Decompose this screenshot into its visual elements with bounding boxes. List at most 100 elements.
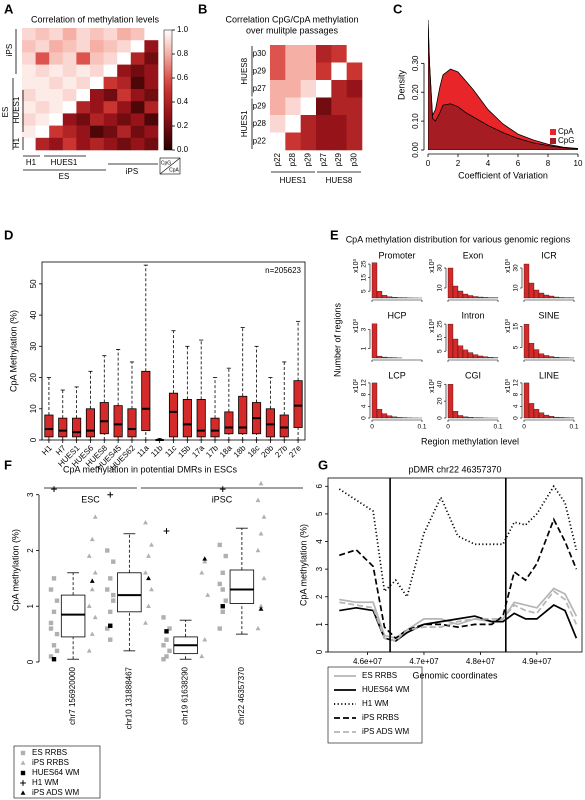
- point: [105, 587, 110, 592]
- heatmap-cell: [144, 113, 159, 126]
- bar: [371, 262, 378, 299]
- point: [111, 598, 116, 603]
- box: [238, 395, 248, 435]
- heatmap-cell: [331, 97, 347, 116]
- heatmap-cell: [62, 76, 77, 90]
- bar: [457, 415, 464, 419]
- point: [89, 586, 95, 592]
- bar: [528, 343, 535, 359]
- x-tick-label: H1: [40, 443, 54, 457]
- point: [105, 548, 110, 553]
- point: [20, 790, 26, 795]
- colorbar-label: 0.0: [177, 145, 189, 154]
- y-tick-label: 50: [29, 279, 38, 288]
- bar: [386, 415, 393, 419]
- heatmap-cell: [130, 28, 145, 41]
- heatmap-cell: [22, 89, 36, 102]
- box: [127, 408, 137, 438]
- row-group-label: H1: [12, 137, 21, 148]
- x-axis-label: Coefficient of Variation: [458, 170, 548, 180]
- heatmap-cell: [316, 45, 332, 63]
- point: [89, 536, 95, 542]
- y-tick-label: 15: [513, 322, 520, 330]
- heatmap-cell: [49, 89, 64, 102]
- heatmap-cell: [22, 137, 36, 151]
- x-tick-label: 17a: [190, 443, 206, 459]
- point: [143, 620, 148, 625]
- annotation: n=205623: [265, 266, 301, 275]
- point: [92, 614, 98, 620]
- point: [51, 576, 57, 581]
- point: [20, 750, 26, 756]
- legend-label: CpA: [169, 167, 179, 173]
- bar: [447, 267, 454, 299]
- legend-swatch: [550, 138, 556, 144]
- point: [108, 576, 113, 581]
- heatmap-cell: [285, 115, 301, 133]
- y-tick-label: 12: [361, 379, 368, 387]
- heatmap-cell: [49, 101, 64, 114]
- x-tick-label: 10: [574, 159, 583, 168]
- y-tick-label: 15: [437, 334, 444, 342]
- heatmap-cell: [35, 52, 50, 65]
- point: [92, 570, 98, 575]
- x-tick-label: 8: [546, 159, 551, 168]
- bar: [533, 349, 540, 359]
- point: [164, 637, 169, 642]
- point: [149, 586, 154, 592]
- heatmap-cell: [49, 125, 64, 139]
- heatmap-cell: [76, 89, 91, 102]
- x-tick-label: 0: [522, 424, 526, 431]
- legend-box: [13, 745, 101, 799]
- point: [199, 570, 205, 575]
- box: [58, 417, 68, 438]
- box: [72, 417, 82, 438]
- bar: [376, 355, 383, 359]
- bar: [553, 357, 560, 359]
- box: [182, 399, 192, 438]
- col-group-label: ES: [59, 172, 70, 181]
- heatmap-cell: [49, 64, 64, 78]
- col-group-label: HUES8: [326, 176, 353, 185]
- legend-label: iPS RRBS: [362, 713, 399, 722]
- bar: [462, 349, 469, 359]
- heatmap-cell: [130, 64, 145, 78]
- multiplier: x10³: [505, 259, 512, 273]
- heatmap-cell: [270, 115, 286, 133]
- point: [143, 570, 148, 575]
- heatmap-cell: [103, 28, 118, 41]
- x-tick-label: chr10 131888467: [124, 666, 133, 729]
- legend-box: [327, 666, 423, 744]
- bar: [462, 293, 469, 299]
- point: [220, 609, 225, 615]
- y-tick-label: 12: [513, 379, 520, 387]
- multiplier: x10³: [505, 379, 512, 393]
- y-tick-label: 2: [315, 594, 324, 599]
- heatmap-cell: [103, 101, 118, 114]
- heatmap-cell: [130, 101, 145, 114]
- bar: [538, 412, 545, 419]
- col-group-label: HUES1: [280, 176, 307, 185]
- x-tick-label: chr7 156920000: [68, 666, 77, 724]
- heatmap-cell: [35, 125, 50, 139]
- box: [117, 572, 142, 613]
- point: [255, 497, 261, 503]
- point: [258, 531, 264, 536]
- bar: [371, 382, 378, 419]
- chart-title: CpA methylation distribution for various…: [346, 234, 571, 244]
- col-label: p29: [303, 152, 312, 166]
- bar: [482, 297, 489, 299]
- colorbar-label: 0.4: [177, 97, 189, 106]
- heatmap-cell: [144, 125, 159, 139]
- box: [196, 399, 206, 438]
- colorbar: [163, 29, 173, 151]
- heatmap-cell: [346, 80, 363, 98]
- point: [202, 556, 208, 561]
- row-label: p29: [253, 101, 267, 110]
- point: [146, 553, 151, 558]
- y-tick-label: 15: [361, 274, 368, 282]
- heatmap-cell: [35, 101, 50, 114]
- y-tick-label: 30: [513, 264, 520, 272]
- point: [51, 609, 57, 615]
- point: [146, 575, 151, 581]
